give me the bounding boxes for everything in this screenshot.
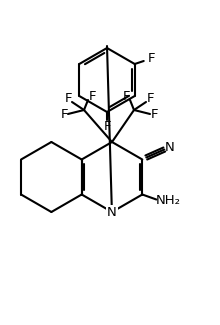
Text: F: F bbox=[103, 121, 111, 134]
Text: F: F bbox=[60, 108, 68, 121]
Text: N: N bbox=[164, 141, 174, 154]
Text: F: F bbox=[146, 92, 154, 105]
Text: N: N bbox=[107, 205, 117, 218]
Text: F: F bbox=[122, 89, 130, 102]
Text: F: F bbox=[88, 89, 96, 102]
Text: F: F bbox=[64, 92, 72, 105]
Text: F: F bbox=[150, 108, 158, 121]
Text: F: F bbox=[148, 53, 156, 66]
Text: NH₂: NH₂ bbox=[156, 194, 181, 207]
